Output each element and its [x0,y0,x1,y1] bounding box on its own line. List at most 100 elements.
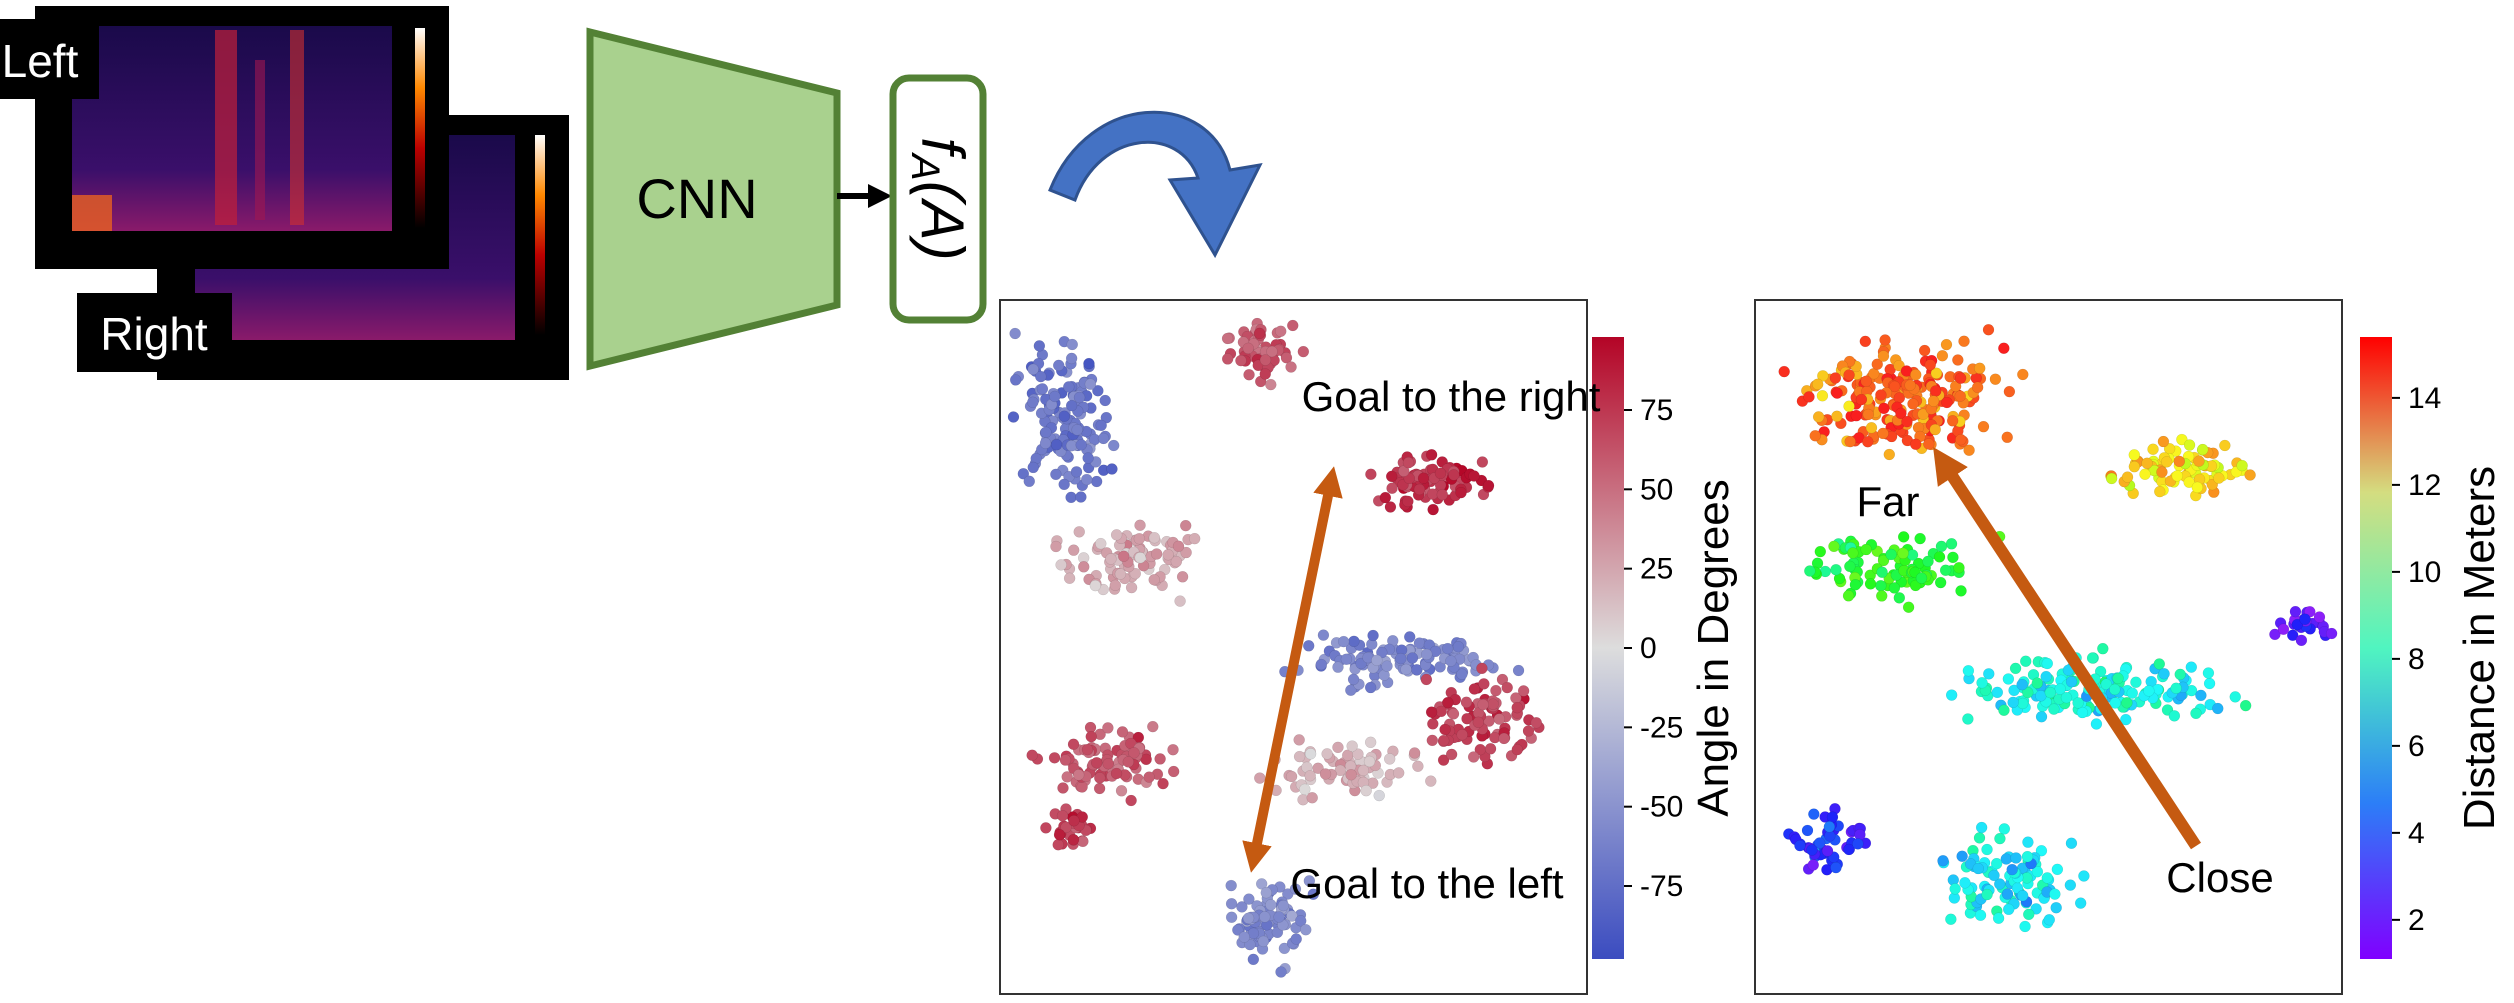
scatter-point [1117,726,1128,737]
scatter-point [1175,596,1186,607]
scatter-point [1991,858,2002,869]
scatter-point [1168,744,1179,755]
scatter-point [2032,678,2043,689]
scatter-point [1235,355,1246,366]
scatter-point [2129,461,2140,472]
scatter-point [1947,552,1958,563]
scatter-point [1118,551,1129,562]
scatter-point [1338,636,1349,647]
scatter-point [1409,747,1420,758]
scatter-point [2169,710,2180,721]
scatter-point [1149,574,1160,585]
scatter-point [1946,538,1957,549]
scatter-point [1518,685,1529,696]
scatter-point [1365,469,1376,480]
scatter-point [1364,756,1375,767]
scatter-point [1116,785,1127,796]
scatter-point [1144,772,1155,783]
scatter-point [1404,631,1415,642]
scatter-point [1916,573,1927,584]
scatter-point [1371,655,1382,666]
scatter-point [2036,711,2047,722]
scatter-point [1938,855,1949,866]
scatter-point [1072,424,1083,435]
scatter-point [1068,834,1079,845]
scatter-point [1898,531,1909,542]
scatter-point [1395,653,1406,664]
scatter-point [1993,913,2004,924]
scatter-point [1050,469,1061,480]
scatter-point [2003,904,2014,915]
scatter-point [1878,403,1889,414]
scatter-point [1066,400,1077,411]
scatter-point [1426,707,1437,718]
scatter-point [2066,838,2077,849]
scatter-point [1779,366,1790,377]
scatter-point [1446,749,1457,760]
tick-label: 12 [2408,469,2441,502]
scatter-point [1027,750,1038,761]
scatter-point [1059,479,1070,490]
scatter-point [2197,444,2208,455]
scatter-point [2148,444,2159,455]
scatter-point [2061,692,2072,703]
scatter-point [1076,439,1087,450]
scatter-point [2048,704,2059,715]
scatter-point [1239,932,1250,943]
scatter-point [2065,880,2076,891]
scatter-point [1368,630,1379,641]
scatter-point [1010,328,1021,339]
scatter-point [1100,395,1111,406]
page: {"left_label":"Left","right_label":"Righ… [0,0,2514,998]
scatter-point [1111,768,1122,779]
scatter-point [1866,422,1877,433]
scatter-point [1863,409,1874,420]
scatter-point [1094,783,1105,794]
scatter-point [1414,638,1425,649]
scatter-point [1844,401,1855,412]
scatter-point [2195,690,2206,701]
scatter-point [1813,411,1824,422]
scatter-point [1066,353,1077,364]
scatter-point [1028,462,1039,473]
scatter-point [1448,708,1459,719]
scatter-point [2023,909,2034,920]
scatter-point [2213,473,2224,484]
scatter-point [1502,682,1513,693]
scatter-point [1808,859,1819,870]
scatter-point [1806,845,1817,856]
scatter-point [1066,492,1077,503]
scatter-point [2171,683,2182,694]
scatter-point [1180,520,1191,531]
scatter-point [1049,752,1060,763]
scatter-point [1275,326,1286,337]
scatter-point [1794,840,1805,851]
scatter-point [1126,795,1137,806]
scatter-point [1945,914,1956,925]
scatter-point [1077,781,1088,792]
scatter-point [1815,546,1826,557]
scatter-point [1437,489,1448,500]
colorbar-gradient [1592,337,1624,959]
scatter-point [1957,851,1968,862]
scatter-point [2158,436,2169,447]
annotation: Far [1857,478,1920,525]
scatter-point [1425,776,1436,787]
scatter-point [1852,838,1863,849]
tick-label: 6 [2408,730,2425,763]
scatter-point [1978,421,1989,432]
colorbar-label: Distance in Meters [2455,466,2504,830]
scatter-point [2129,449,2140,460]
scatter-point [1008,411,1019,422]
scatter-point [1934,551,1945,562]
scatter-point [1068,739,1079,750]
scatter-point [1320,768,1331,779]
scatter-point [2161,456,2172,467]
scatter-point [1059,411,1070,422]
scatter-point [2001,854,2012,865]
scatter-point [1994,833,2005,844]
scatter-point [1469,683,1480,694]
scatter-point [2073,697,2084,708]
scatter-point [1930,385,1941,396]
scatter-point [2008,697,2019,708]
